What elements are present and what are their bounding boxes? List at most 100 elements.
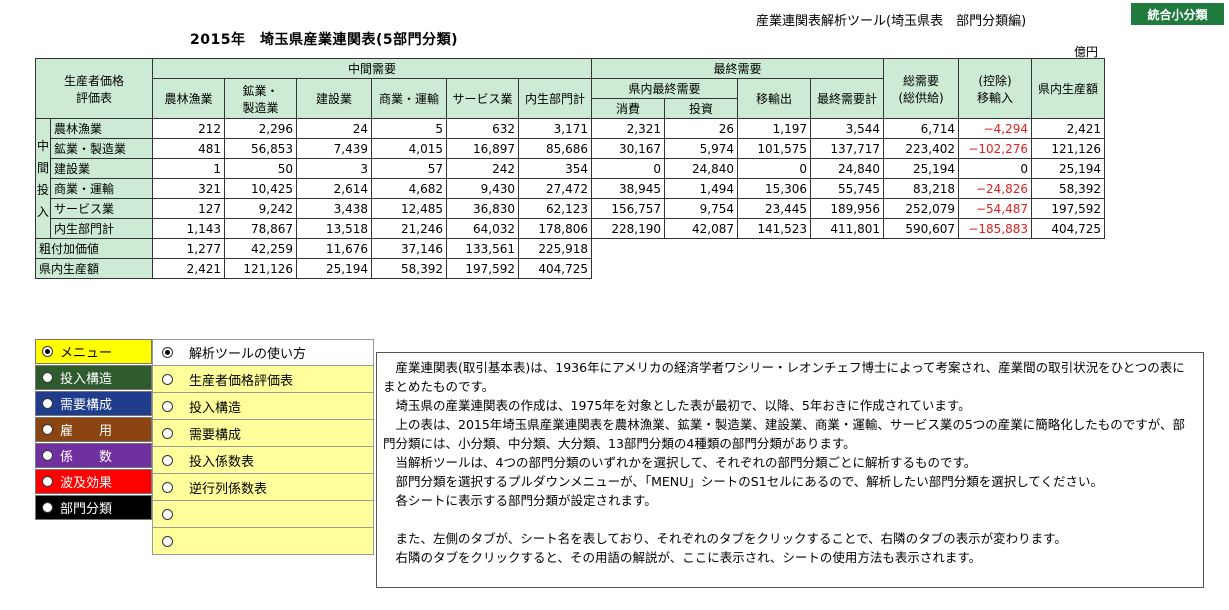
table-cell: −185,883	[958, 218, 1032, 239]
description-paragraph: 産業連関表(取引基本表)は、1936年にアメリカの経済学者ワシリー・レオンチェフ…	[383, 360, 1185, 394]
tab-label: メニュー	[60, 346, 113, 361]
table-row: サービス業 127 9,242 3,438 12,485 36,830 62,123 156,…	[36, 198, 1105, 219]
empty-cell	[738, 259, 811, 279]
table-cell: 78,867	[224, 218, 297, 239]
table-cell: 1,277	[152, 238, 225, 259]
radio-icon	[162, 481, 173, 493]
table-cell: 1,143	[152, 218, 225, 239]
table-cell: −54,487	[958, 198, 1032, 219]
table-cell: 13,518	[296, 218, 372, 239]
menu-item-5[interactable]: 逆行列係数表	[152, 474, 374, 501]
tab-3[interactable]: 雇 用	[35, 417, 152, 442]
radio-icon	[42, 346, 53, 357]
tab-label: 部門分類	[60, 502, 113, 517]
col-import: (控除) 移輸入	[958, 58, 1032, 119]
table-cell: 137,717	[810, 138, 884, 159]
empty-cell	[738, 239, 811, 259]
table-cell: 242	[446, 158, 519, 179]
description-paragraph: また、左側のタブが、シート名を表しており、それぞれのタブをクリックすることで、右…	[383, 531, 1067, 546]
table-cell: 2,296	[224, 118, 297, 139]
group-intermediate-header: 中間需要	[152, 58, 592, 79]
col-commerce: 商業・運輸	[371, 78, 447, 119]
table-cell: −24,826	[958, 178, 1032, 199]
sheet-tabs: メニュー投入構造 需要構成雇 用係 数波及効果部門分類	[35, 339, 152, 521]
table-cell: 2,614	[296, 178, 372, 199]
row-value-added: 粗付加価値 1,277 42,259 11,676 37,146 133,561 225,9…	[35, 238, 1105, 259]
table-cell: 321	[152, 178, 225, 199]
table-cell: 590,607	[883, 218, 959, 239]
table-cell: 26	[664, 118, 738, 139]
menu-item-7[interactable]	[152, 528, 374, 555]
menu-item-4[interactable]: 投入係数表	[152, 447, 374, 474]
description-paragraph: 上の表は、2015年埼玉県産業連関表を農林漁業、鉱業・製造業、建設業、商業・運輸…	[383, 417, 1186, 451]
tab-2[interactable]: 需要構成	[35, 391, 152, 416]
menu-item-0[interactable]: 解析ツールの使い方	[152, 339, 374, 366]
table-cell: 10,425	[224, 178, 297, 199]
row-label: サービス業	[50, 198, 153, 219]
description-paragraph: 右隣のタブをクリックすると、その用語の解説が、ここに表示され、シートの使用方法も…	[383, 550, 982, 565]
tab-1[interactable]: 投入構造	[35, 365, 152, 390]
table-cell: 38,945	[591, 178, 665, 199]
empty-cell	[592, 259, 665, 279]
table-cell: 58,392	[1031, 178, 1105, 199]
empty-cell	[665, 239, 738, 259]
table-cell: 1	[152, 158, 225, 179]
radio-icon	[42, 372, 53, 383]
row-label: 建設業	[50, 158, 153, 179]
col-construction: 建設業	[296, 78, 372, 119]
table-cell: 12,485	[371, 198, 447, 219]
tab-label: 係 数	[60, 450, 113, 465]
tab-0[interactable]: メニュー	[35, 339, 152, 364]
table-cell: 25,194	[296, 258, 372, 279]
table-cell: 7,439	[296, 138, 372, 159]
table-cell: −4,294	[958, 118, 1032, 139]
menu-item-label: 投入構造	[189, 400, 242, 416]
row-label: 粗付加価値	[35, 238, 153, 259]
col-service: サービス業	[446, 78, 519, 119]
menu-item-3[interactable]: 需要構成	[152, 420, 374, 447]
table-cell: 64,032	[446, 218, 519, 239]
menu-item-label: 投入係数表	[189, 454, 255, 470]
tab-label: 雇 用	[60, 424, 113, 439]
description-paragraph: 部門分類を選択するプルダウンメニューが、「MENU」シートのS1セルにあるので、…	[383, 474, 1103, 489]
menu-item-1[interactable]: 生産者価格評価表	[152, 366, 374, 393]
table-cell: 9,242	[224, 198, 297, 219]
radio-icon	[42, 450, 53, 461]
table-cell: 30,167	[591, 138, 665, 159]
radio-icon	[162, 373, 173, 385]
table-cell: 133,561	[446, 238, 519, 259]
table-cell: 23,445	[737, 198, 811, 219]
tab-6[interactable]: 部門分類	[35, 495, 152, 520]
table-cell: 121,126	[1031, 138, 1105, 159]
vertical-label-char: 間	[36, 160, 49, 175]
table-cell: 0	[958, 158, 1032, 179]
radio-icon	[162, 535, 173, 547]
tab-5[interactable]: 波及効果	[35, 469, 152, 494]
table-row: 商業・運輸 321 10,425 2,614 4,682 9,430 27,472 38,94…	[36, 178, 1105, 199]
table-row: 鉱業・製造業 481 56,853 7,439 4,015 16,897 85,686 30,…	[36, 138, 1105, 159]
menu-item-label: 生産者価格評価表	[189, 373, 294, 389]
table-cell: 228,190	[591, 218, 665, 239]
empty-cell	[884, 239, 959, 259]
table-cell: 197,592	[446, 258, 519, 279]
table-cell: 354	[518, 158, 592, 179]
toggle-classification-button[interactable]: 統合小分類	[1131, 3, 1224, 25]
table-cell: 5	[371, 118, 447, 139]
table-cell: 141,523	[737, 218, 811, 239]
menu-item-2[interactable]: 投入構造	[152, 393, 374, 420]
table-cell: 2,421	[152, 258, 225, 279]
menu-item-6[interactable]	[152, 501, 374, 528]
table-cell: 252,079	[883, 198, 959, 219]
radio-icon	[162, 508, 173, 520]
tab-4[interactable]: 係 数	[35, 443, 152, 468]
table-cell: 2,321	[591, 118, 665, 139]
col-investment: 投資	[664, 98, 738, 119]
menu-item-label: 解析ツールの使い方	[189, 347, 307, 362]
table-cell: 0	[591, 158, 665, 179]
table-cell: 36,830	[446, 198, 519, 219]
radio-icon	[42, 476, 53, 487]
radio-icon	[162, 427, 173, 439]
col-agri: 農林漁業	[152, 78, 225, 119]
table-cell: 25,194	[1031, 158, 1105, 179]
table-cell: 197,592	[1031, 198, 1105, 219]
